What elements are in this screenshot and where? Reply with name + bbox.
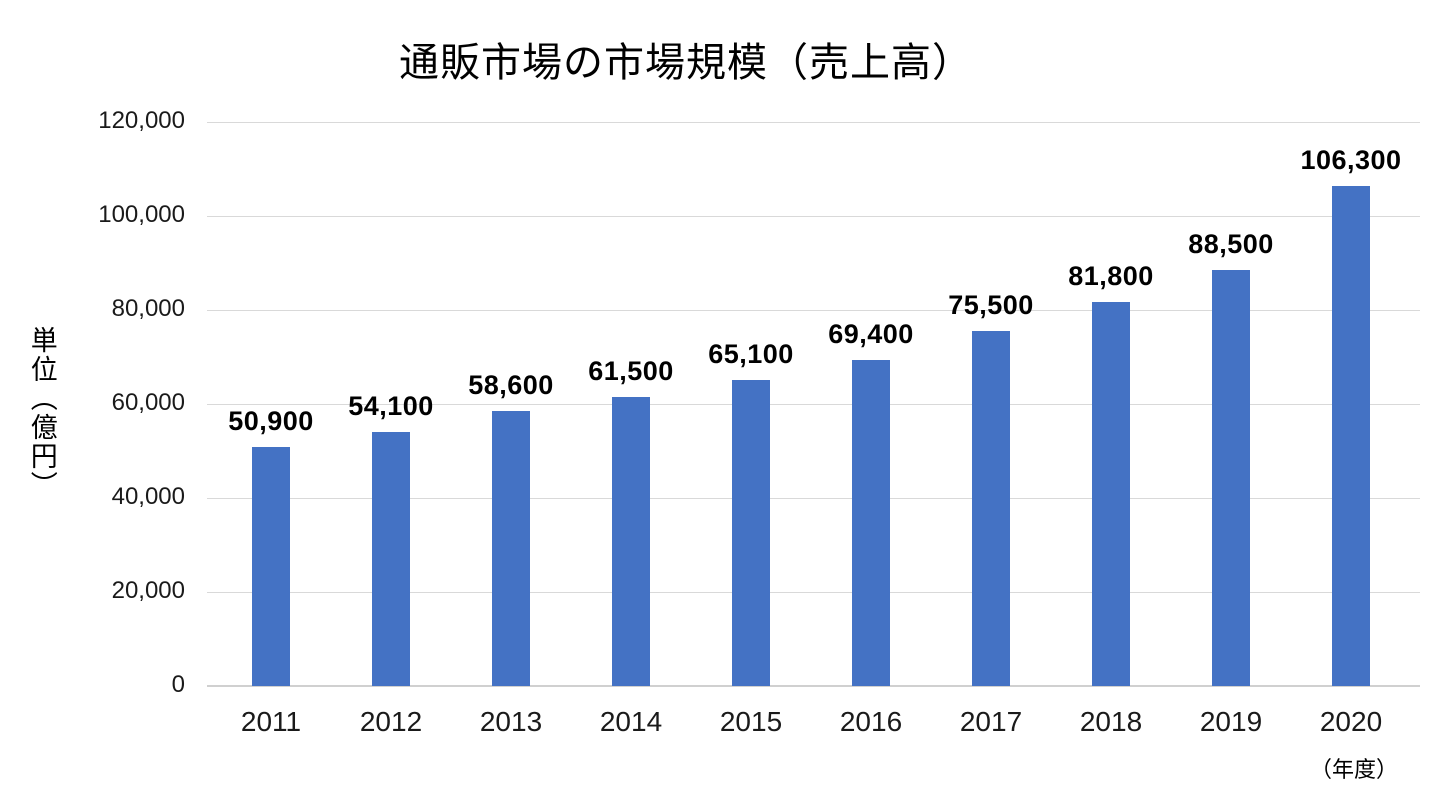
gridline <box>207 591 1420 593</box>
bar-value-label: 88,500 <box>1188 229 1274 260</box>
chart-title: 通販市場の市場規模（売上高） <box>399 41 973 85</box>
y-axis-tick-label: 120,000 <box>98 107 185 134</box>
y-axis-tick-label: 100,000 <box>98 201 185 228</box>
x-axis-tick-label: 2018 <box>1079 706 1143 737</box>
y-axis-tick-label: 0 <box>171 671 185 698</box>
gridline <box>207 215 1420 217</box>
x-axis-tick-label: 2015 <box>719 706 783 737</box>
bar-2020 <box>1332 186 1370 686</box>
bar-value-label: 75,500 <box>948 290 1034 321</box>
x-axis-tick-label: 2012 <box>359 706 423 737</box>
bar-value-label: 81,800 <box>1068 260 1154 291</box>
y-axis-tick-label: 20,000 <box>111 577 185 604</box>
x-axis-line <box>207 685 1420 687</box>
x-axis-tick-label: 2017 <box>959 706 1023 737</box>
gridline <box>207 403 1420 405</box>
bar-2013 <box>492 410 530 686</box>
bar-2014 <box>612 396 650 686</box>
gridline <box>207 497 1420 499</box>
x-axis-tick-label: 2019 <box>1199 706 1263 737</box>
gridline <box>207 309 1420 311</box>
y-axis-tick-label: 60,000 <box>111 389 185 416</box>
bar-value-label: 50,900 <box>228 405 314 436</box>
y-axis-tick-label: 40,000 <box>111 483 185 510</box>
bar-value-label: 61,500 <box>588 355 674 386</box>
bar-value-label: 54,100 <box>348 390 434 421</box>
bar-2015 <box>732 380 770 686</box>
bar-2016 <box>852 359 890 686</box>
bar-2017 <box>972 331 1010 686</box>
x-axis-tick-label: 2013 <box>479 706 543 737</box>
bar-2012 <box>372 431 410 686</box>
bar-2019 <box>1212 270 1250 686</box>
x-axis-unit-label: （年度） <box>1309 757 1399 782</box>
x-axis-tick-label: 2020 <box>1319 706 1383 737</box>
gridline <box>207 121 1420 123</box>
bar-2011 <box>252 446 290 686</box>
x-axis-tick-label: 2014 <box>599 706 663 737</box>
y-axis-tick-label: 80,000 <box>111 295 185 322</box>
bar-value-label: 69,400 <box>828 318 914 349</box>
x-axis-tick-label: 2016 <box>839 706 903 737</box>
bar-2018 <box>1092 301 1130 686</box>
bar-value-label: 65,100 <box>708 339 794 370</box>
x-axis-tick-label: 2011 <box>240 706 302 737</box>
bar-value-label: 58,600 <box>468 369 554 400</box>
y-axis-unit-label: 単位（億円） <box>26 326 57 500</box>
bar-value-label: 106,300 <box>1300 145 1402 176</box>
